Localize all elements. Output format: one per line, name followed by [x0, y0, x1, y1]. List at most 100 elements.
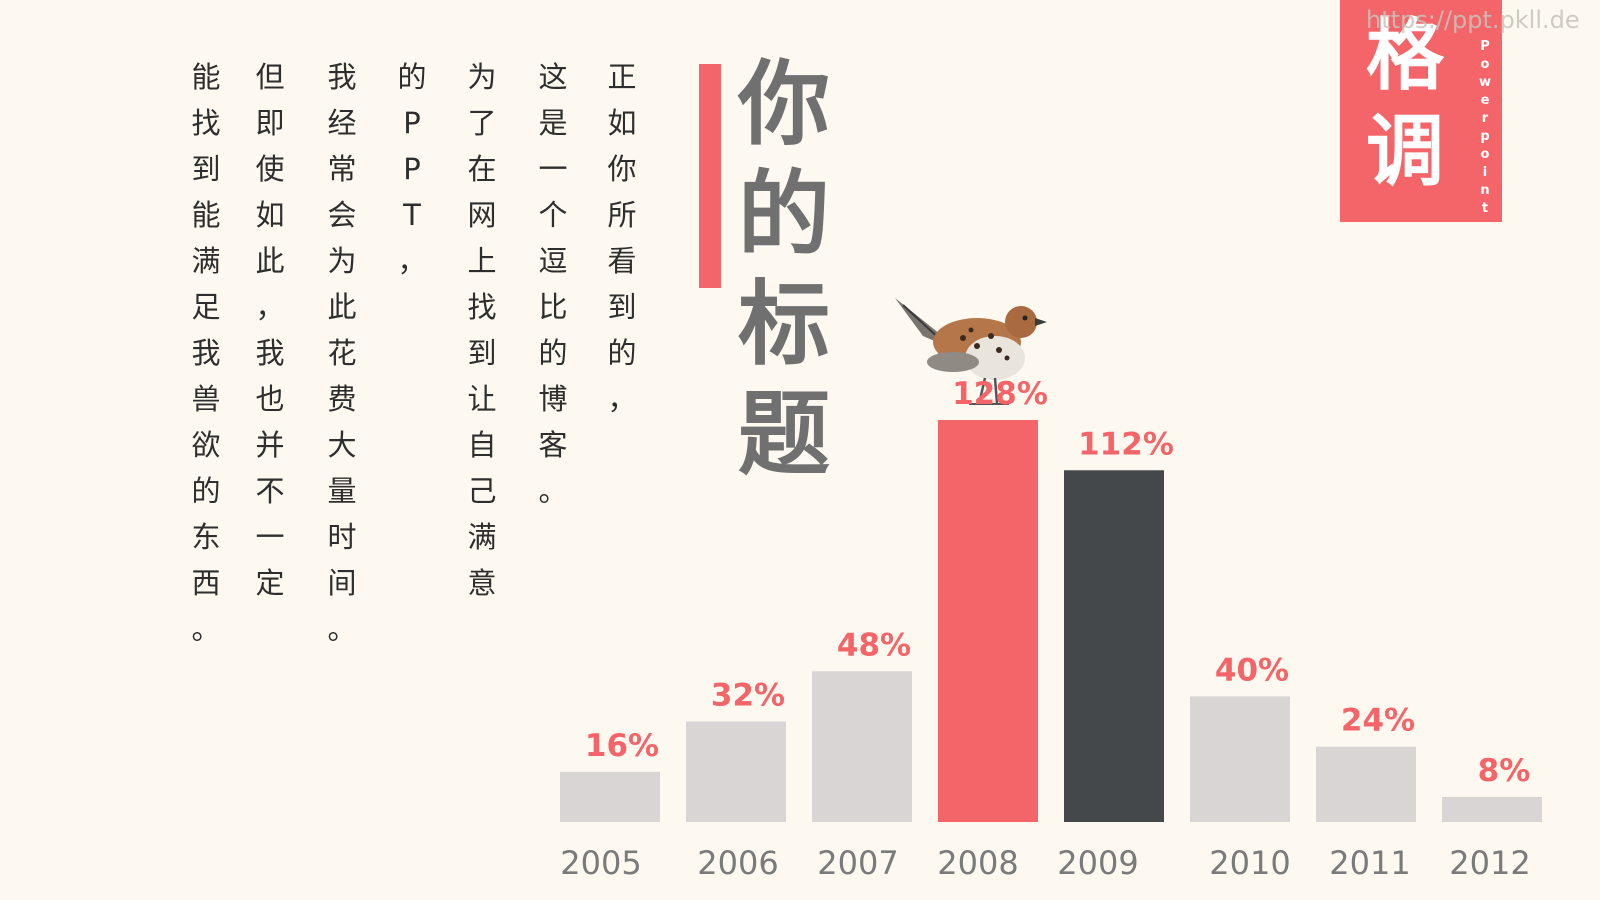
body-text-char: P — [403, 152, 421, 186]
bar-2012 — [1442, 796, 1542, 822]
body-text-char: 找 — [191, 106, 221, 140]
body-text-char: 此 — [327, 290, 357, 324]
body-text-char: 并 — [255, 428, 285, 462]
body-text-char: 。 — [538, 474, 568, 508]
body-text-char: 意 — [467, 566, 497, 600]
tag-sub-char: i — [1482, 165, 1488, 180]
body-text-char: 东 — [191, 520, 221, 554]
body-text-char: 我 — [191, 336, 221, 370]
body-text-char: ， — [255, 290, 285, 324]
body-text-char: 能 — [191, 198, 221, 232]
body-text-char: 看 — [607, 244, 637, 278]
body-text-column: 为了在网上找到让自己满意 — [462, 54, 502, 606]
body-text-char: 到 — [191, 152, 221, 186]
bar-2006 — [686, 721, 786, 822]
x-tick-label: 2005 — [560, 844, 641, 882]
title-char: 标 — [737, 271, 830, 378]
body-text-char: 一 — [538, 152, 568, 186]
data-label: 48% — [837, 627, 911, 663]
body-text-char: 博 — [538, 382, 568, 416]
body-text-char: ， — [607, 382, 637, 416]
data-label: 40% — [1215, 652, 1289, 688]
data-label: 128% — [952, 376, 1048, 412]
body-text-char: 西 — [191, 566, 221, 600]
body-text-char: 这 — [538, 60, 568, 94]
body-text-char: 使 — [255, 152, 285, 186]
body-text-char: 上 — [467, 244, 497, 278]
bar-2007 — [812, 671, 912, 822]
body-text-column: 我经常会为此花费大量时间。 — [322, 54, 362, 652]
body-text-char: 你 — [607, 152, 637, 186]
bar-2011 — [1316, 746, 1416, 822]
tag-sub-char: P — [1480, 39, 1490, 54]
x-tick-label: 2009 — [1057, 844, 1138, 882]
sparrow-bird-icon — [895, 298, 1047, 405]
tag-sub-char: o — [1480, 57, 1490, 72]
tag-main-text: 格调 — [1360, 8, 1450, 200]
title-char: 题 — [737, 381, 830, 488]
data-label: 112% — [1078, 426, 1174, 462]
title-char: 你 — [737, 51, 830, 158]
body-text-char: 常 — [327, 152, 357, 186]
body-text-char: 定 — [255, 566, 285, 600]
bar-2008 — [938, 420, 1038, 822]
x-tick-label: 2006 — [697, 844, 778, 882]
body-text-char: 己 — [467, 474, 497, 508]
body-text-char: 此 — [255, 244, 285, 278]
body-text-char: 的 — [191, 474, 221, 508]
body-text-char: 时 — [327, 520, 357, 554]
body-text-char: ， — [397, 244, 427, 278]
body-text-char: 让 — [467, 382, 497, 416]
body-text-char: 。 — [191, 612, 221, 646]
body-text-char: 在 — [467, 152, 497, 186]
body-text-char: 为 — [467, 60, 497, 94]
body-text-char: 所 — [607, 198, 637, 232]
body-text-char: 量 — [327, 474, 357, 508]
body-text-char: 到 — [467, 336, 497, 370]
body-text-char: 逗 — [538, 244, 568, 278]
body-text-char: 满 — [467, 520, 497, 554]
body-text-char: 我 — [255, 336, 285, 370]
body-text-char: 即 — [255, 106, 285, 140]
body-text-column: 这是一个逗比的博客。 — [533, 54, 573, 514]
body-text-char: 欲 — [191, 428, 221, 462]
body-text-char: T — [403, 198, 421, 232]
bar-2009 — [1064, 470, 1164, 822]
body-text-char: 花 — [327, 336, 357, 370]
body-text-char: 找 — [467, 290, 497, 324]
body-text-char: 了 — [467, 106, 497, 140]
tag-sub-char: o — [1480, 147, 1490, 162]
body-text-char: 能 — [191, 60, 221, 94]
tag-sub-char: t — [1481, 201, 1489, 216]
tag-sub-char: p — [1480, 129, 1490, 144]
tag-sub-char: n — [1480, 183, 1490, 198]
body-text-column: 的 P P T， — [392, 54, 432, 284]
data-label: 8% — [1478, 753, 1531, 789]
data-label: 24% — [1341, 703, 1415, 739]
body-text-char: 我 — [327, 60, 357, 94]
body-text-char: 客 — [538, 428, 568, 462]
body-text-char: 经 — [327, 106, 357, 140]
x-tick-label: 2012 — [1449, 844, 1530, 882]
body-text-column: 但即使如此 ， 我也并不一定 — [250, 54, 290, 606]
title-char: 的 — [737, 161, 830, 268]
body-text-char: 到 — [607, 290, 637, 324]
body-text-char: 费 — [327, 382, 357, 416]
x-tick-label: 2008 — [937, 844, 1018, 882]
tag-main-char: 调 — [1365, 107, 1444, 197]
body-text-char: 兽 — [191, 382, 221, 416]
tag-sub-char: r — [1481, 111, 1489, 126]
slide-title: 你的标题 — [734, 50, 834, 490]
body-text-char: 个 — [538, 198, 568, 232]
body-text-char: 不 — [255, 474, 285, 508]
x-tick-label: 2011 — [1329, 844, 1410, 882]
body-text-char: 网 — [467, 198, 497, 232]
body-text-char: 是 — [538, 106, 568, 140]
body-text-char: P — [403, 106, 421, 140]
bar-2005 — [560, 771, 660, 822]
body-text-char: 满 — [191, 244, 221, 278]
body-text-char: 大 — [327, 428, 357, 462]
